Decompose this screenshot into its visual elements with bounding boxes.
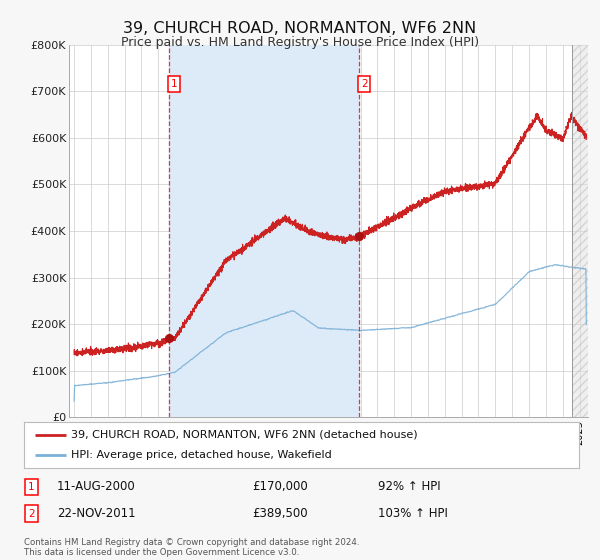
Text: 1: 1 [170, 79, 178, 89]
Text: 1: 1 [28, 482, 35, 492]
Text: 2: 2 [361, 79, 367, 89]
Text: 11-AUG-2000: 11-AUG-2000 [57, 480, 136, 493]
Text: 92% ↑ HPI: 92% ↑ HPI [378, 480, 440, 493]
Bar [169, 45, 359, 417]
Text: Price paid vs. HM Land Registry's House Price Index (HPI): Price paid vs. HM Land Registry's House … [121, 36, 479, 49]
Text: 39, CHURCH ROAD, NORMANTON, WF6 2NN (detached house): 39, CHURCH ROAD, NORMANTON, WF6 2NN (det… [71, 430, 418, 440]
Text: 2: 2 [28, 508, 35, 519]
Text: 22-NOV-2011: 22-NOV-2011 [57, 507, 136, 520]
Text: £389,500: £389,500 [252, 507, 308, 520]
Text: HPI: Average price, detached house, Wakefield: HPI: Average price, detached house, Wake… [71, 450, 332, 460]
Text: Contains HM Land Registry data © Crown copyright and database right 2024.: Contains HM Land Registry data © Crown c… [24, 538, 359, 547]
Text: 103% ↑ HPI: 103% ↑ HPI [378, 507, 448, 520]
Bar [572, 45, 588, 417]
Text: £170,000: £170,000 [252, 480, 308, 493]
Text: This data is licensed under the Open Government Licence v3.0.: This data is licensed under the Open Gov… [24, 548, 299, 557]
Text: 39, CHURCH ROAD, NORMANTON, WF6 2NN: 39, CHURCH ROAD, NORMANTON, WF6 2NN [124, 21, 476, 36]
